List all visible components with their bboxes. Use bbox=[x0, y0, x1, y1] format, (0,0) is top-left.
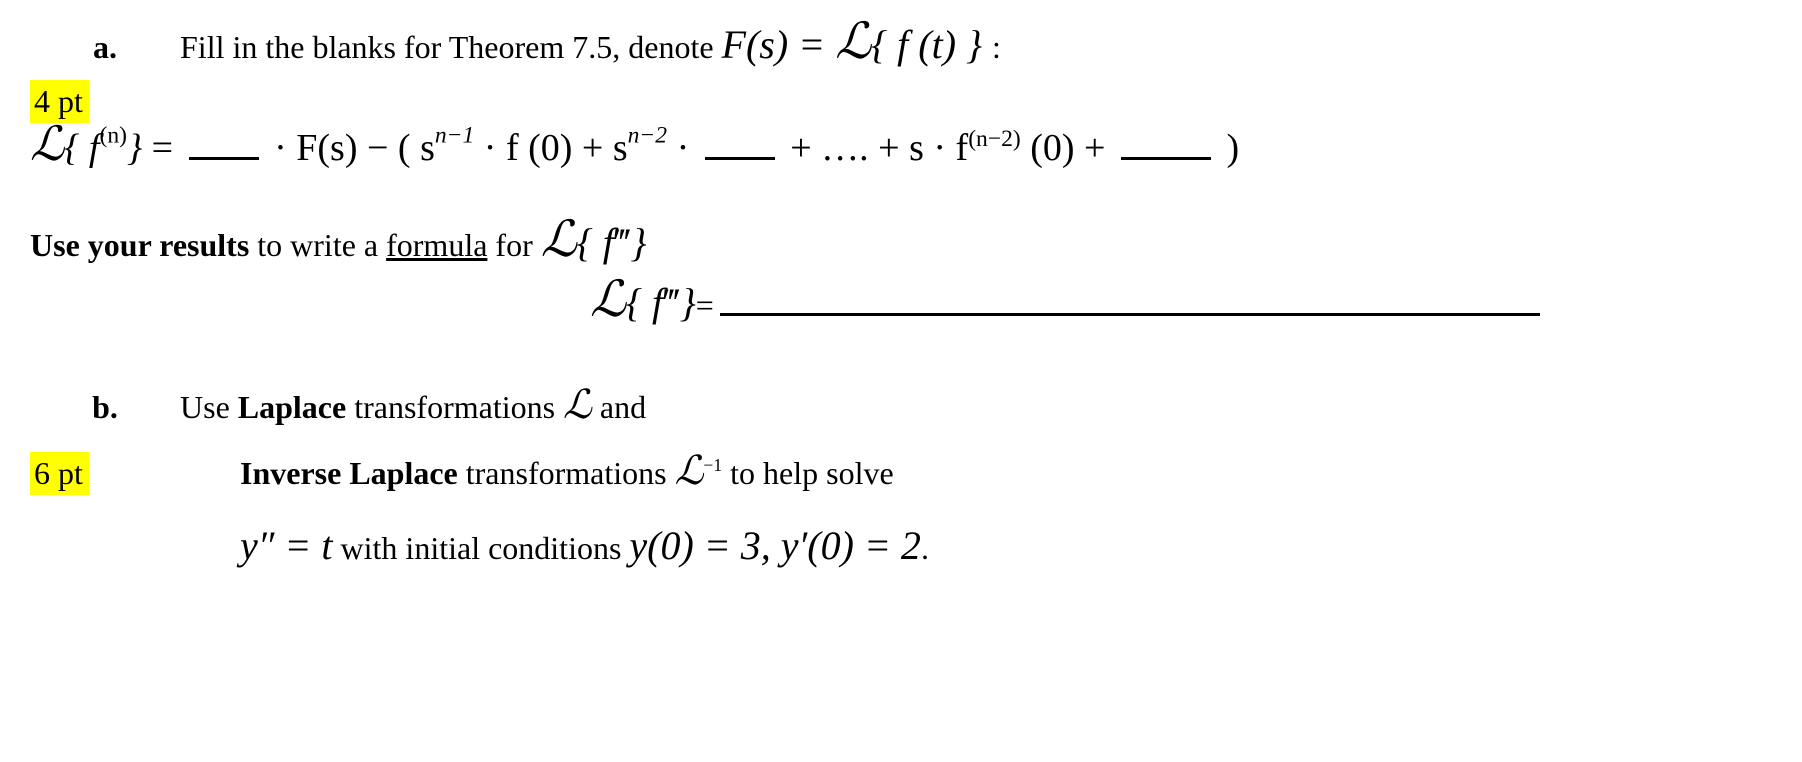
theorem-equation-row: ℒ{ f(n)} = · F(s) − ( sn−1 · f (0) + sn−… bbox=[30, 119, 1772, 174]
blank-3[interactable] bbox=[1121, 119, 1211, 160]
eq-lhs-close: } bbox=[127, 127, 142, 169]
b-l3-dot: . bbox=[921, 530, 929, 566]
eq-lhs-sup: (n) bbox=[99, 123, 126, 149]
use-mid: to write a bbox=[249, 227, 386, 263]
part-a-prompt-row: a. Fill in the blanks for Theorem 7.5, d… bbox=[30, 18, 1772, 72]
points-badge-6pt: 6 pt bbox=[30, 452, 89, 495]
laplace-symbol-1: ℒ bbox=[835, 13, 871, 69]
b-l2-post: transformations bbox=[458, 455, 675, 491]
eq-sup-nm2p: (n−2) bbox=[968, 126, 1021, 152]
laplace-inv-sup: −1 bbox=[703, 454, 722, 474]
eq-close: ) bbox=[1226, 127, 1239, 169]
eq-sup-nm1: n−1 bbox=[435, 123, 474, 149]
use-lap-open: { f bbox=[577, 220, 614, 265]
part-b-line1-row: b. Use Laplace transformations ℒ and bbox=[30, 386, 1772, 429]
part-a-points-row: 4 pt bbox=[30, 80, 1772, 123]
formula-lap-close: } bbox=[680, 280, 696, 325]
b-ode: y″ = t bbox=[240, 523, 333, 568]
points-badge-4pt: 4 pt bbox=[30, 80, 89, 123]
b-l1-bold: Laplace bbox=[238, 389, 346, 425]
b-l3-mid: with initial conditions bbox=[341, 530, 630, 566]
formula-lhs: ℒ{ f‴} bbox=[590, 276, 696, 330]
laplace-symbol-5: ℒ bbox=[563, 382, 592, 427]
use-results-text: Use your results to write a formula for … bbox=[30, 216, 647, 270]
eq-lhs-open: { f bbox=[64, 127, 99, 169]
formula-triple-prime: ‴ bbox=[663, 280, 680, 325]
part-a-label: a. bbox=[30, 26, 180, 69]
use-laplace-f3: ℒ{ f‴} bbox=[541, 220, 647, 265]
exercise-page: a. Fill in the blanks for Theorem 7.5, d… bbox=[0, 0, 1802, 762]
b-ic: y(0) = 3, y′(0) = 2 bbox=[629, 523, 921, 568]
part-a-prompt-text: Fill in the blanks for Theorem 7.5, deno… bbox=[180, 29, 722, 65]
blank-formula[interactable] bbox=[720, 296, 1540, 317]
part-b-line2-row: 6 pt Inverse Laplace transformations ℒ−1… bbox=[30, 452, 1772, 495]
eq-dot2: · bbox=[677, 127, 699, 169]
points-col: 6 pt bbox=[30, 452, 100, 495]
fs-eq-lhs: F(s) = bbox=[722, 22, 836, 67]
laplace-arg-1: { f (t) } bbox=[871, 22, 982, 67]
use-lap-close: } bbox=[631, 220, 647, 265]
eq-dotF: · F(s) − ( s bbox=[274, 127, 435, 169]
part-a-prompt: Fill in the blanks for Theorem 7.5, deno… bbox=[180, 18, 1001, 72]
b-l1-post: transformations bbox=[346, 389, 563, 425]
use-pre: Use your results bbox=[30, 227, 249, 263]
b-l1-pre: Use bbox=[180, 389, 238, 425]
eq-zero2: (0) + bbox=[1030, 127, 1115, 169]
b-l2-tail: to help solve bbox=[730, 455, 894, 491]
laplace-symbol-3: ℒ bbox=[541, 211, 577, 267]
use-formula-word: formula bbox=[386, 227, 487, 263]
laplace-symbol-4: ℒ bbox=[590, 271, 626, 327]
part-b-line3: y″ = t with initial conditions y(0) = 3,… bbox=[240, 519, 929, 573]
use-post: for bbox=[487, 227, 540, 263]
fs-eq: F(s) = ℒ{ f (t) } bbox=[722, 22, 993, 67]
formula-lap-open: { f bbox=[626, 280, 663, 325]
laplace-symbol-2: ℒ bbox=[30, 119, 64, 171]
eq-mid: + …. + s · f bbox=[790, 127, 968, 169]
b-l1-and: and bbox=[600, 389, 646, 425]
part-b-label: b. bbox=[30, 386, 180, 429]
b-l2-bold: Inverse Laplace bbox=[240, 455, 458, 491]
theorem-equation: ℒ{ f(n)} = · F(s) − ( sn−1 · f (0) + sn−… bbox=[30, 119, 1239, 174]
part-b-line2: Inverse Laplace transformations ℒ−1 to h… bbox=[240, 452, 894, 495]
formula-blank-row: ℒ{ f‴} = bbox=[590, 276, 1772, 330]
eq-sup-nm2: n−2 bbox=[628, 123, 667, 149]
eq-f0: · f (0) + s bbox=[484, 127, 628, 169]
blank-1[interactable] bbox=[189, 119, 259, 160]
blank-2[interactable] bbox=[705, 119, 775, 160]
formula-equals: = bbox=[696, 284, 714, 327]
eq-equals: = bbox=[152, 127, 183, 169]
colon: : bbox=[992, 29, 1001, 65]
part-b-line3-row: y″ = t with initial conditions y(0) = 3,… bbox=[30, 519, 1772, 573]
use-results-row: Use your results to write a formula for … bbox=[30, 216, 1772, 270]
use-triple-prime: ‴ bbox=[614, 220, 631, 265]
laplace-symbol-6: ℒ bbox=[675, 448, 704, 493]
part-b-line1: Use Laplace transformations ℒ and bbox=[180, 386, 646, 429]
